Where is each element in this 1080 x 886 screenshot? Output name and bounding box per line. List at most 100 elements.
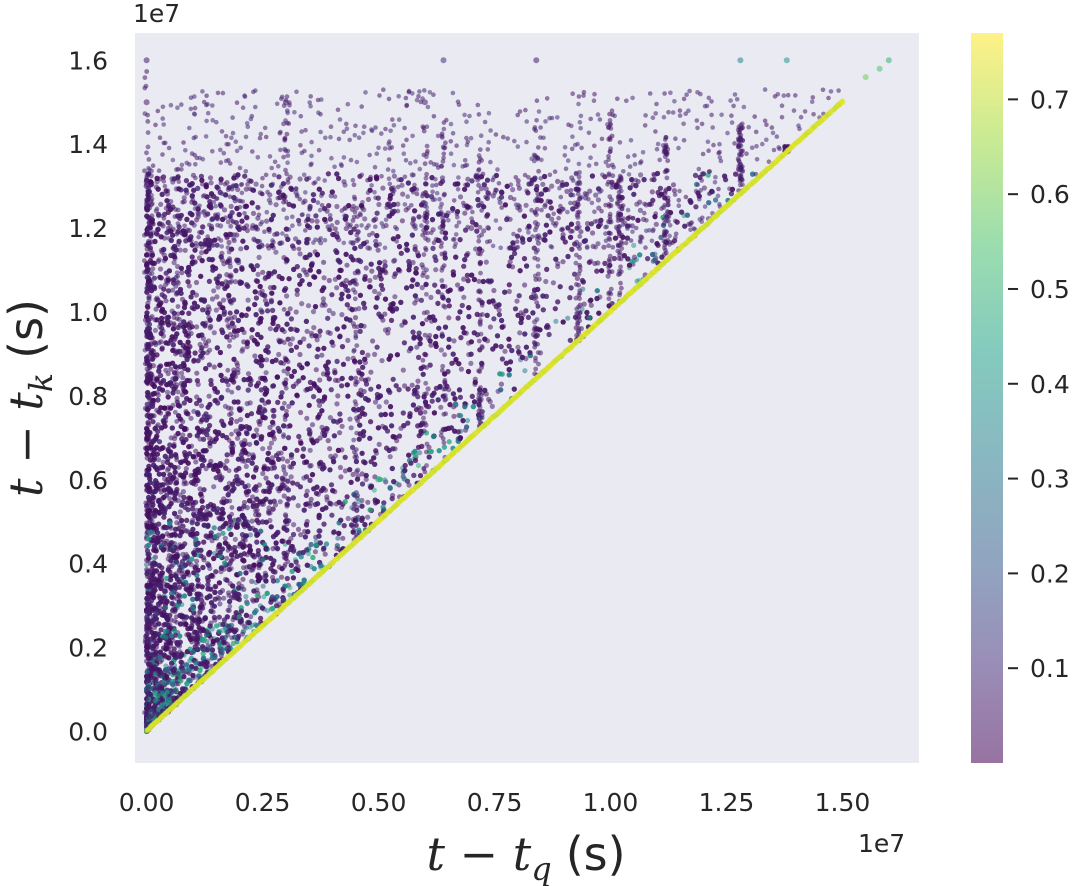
scatter-point	[550, 280, 557, 286]
scatter-point	[177, 247, 183, 253]
scatter-point	[367, 277, 373, 284]
scatter-point	[391, 173, 397, 179]
scatter-point	[596, 205, 602, 211]
scatter-point	[204, 350, 210, 356]
scatter-point	[163, 298, 169, 304]
scatter-point	[595, 260, 601, 266]
scatter-point	[451, 338, 457, 344]
scatter-point	[264, 218, 270, 224]
scatter-point	[451, 413, 457, 419]
scatter-point	[295, 526, 302, 533]
scatter-point	[308, 462, 314, 469]
scatter-point	[293, 236, 299, 242]
scatter-point	[347, 416, 353, 422]
scatter-point	[468, 360, 474, 366]
scatter-point	[446, 315, 452, 321]
scatter-point	[304, 488, 310, 494]
scatter-point	[278, 574, 285, 580]
scatter-point	[428, 294, 434, 300]
scatter-point	[291, 522, 297, 528]
scatter-point	[249, 518, 255, 524]
scatter-point	[634, 201, 640, 207]
scatter-point	[240, 576, 246, 582]
scatter-point	[152, 327, 158, 333]
scatter-point	[395, 201, 401, 207]
scatter-point	[165, 370, 171, 377]
scatter-point	[224, 458, 230, 464]
scatter-point	[232, 279, 239, 285]
scatter-point	[578, 229, 584, 235]
scatter-point	[317, 377, 323, 383]
scatter-point	[297, 351, 303, 358]
scatter-point	[299, 301, 305, 307]
scatter-point	[234, 332, 240, 338]
scatter-point	[335, 535, 341, 541]
scatter-point	[226, 324, 232, 330]
scatter-point	[409, 382, 415, 388]
scatter-point	[321, 275, 327, 281]
scatter-point	[273, 202, 279, 208]
scatter-point	[193, 459, 199, 465]
scatter-point	[465, 176, 471, 182]
scatter-point	[458, 366, 464, 372]
scatter-point	[324, 494, 330, 500]
scatter-point	[595, 241, 601, 247]
scatter-point	[369, 268, 375, 274]
scatter-point	[491, 287, 497, 294]
scatter-point	[523, 202, 529, 208]
scatter-point	[181, 400, 187, 406]
scatter-point	[243, 594, 249, 600]
scatter-point	[245, 297, 251, 303]
scatter-point	[553, 318, 559, 324]
scatter-point	[334, 219, 340, 225]
scatter-point	[319, 302, 325, 308]
scatter-point	[342, 468, 348, 474]
scatter-point	[206, 338, 212, 344]
scatter-point	[247, 441, 253, 447]
scatter-point	[153, 306, 159, 312]
scatter-point	[309, 422, 316, 428]
scatter-point	[284, 458, 291, 464]
scatter-point	[376, 201, 382, 208]
scatter-point	[211, 484, 217, 490]
scatter-point	[222, 535, 228, 541]
scatter-point	[157, 266, 164, 272]
scatter-point	[595, 197, 602, 203]
scatter-point	[345, 515, 351, 522]
scatter-point	[228, 203, 234, 209]
scatter-point	[418, 405, 424, 412]
scatter-point	[535, 240, 542, 246]
scatter-point	[481, 228, 487, 234]
scatter-point	[400, 367, 406, 373]
scatter-point	[155, 422, 161, 428]
scatter-point	[314, 337, 320, 343]
scatter-point	[549, 183, 555, 189]
scatter-point	[399, 218, 405, 224]
scatter-point	[312, 549, 318, 555]
scatter-point	[304, 415, 310, 421]
scatter-point	[515, 178, 521, 184]
scatter-points	[142, 57, 892, 735]
scatter-point	[206, 393, 212, 399]
scatter-point	[461, 276, 467, 282]
scatter-point	[195, 211, 202, 217]
scatter-point	[419, 285, 425, 291]
scatter-point	[358, 376, 364, 382]
scatter-point	[294, 291, 300, 297]
scatter-point	[507, 259, 513, 265]
scatter-point	[168, 435, 174, 441]
scatter-point	[522, 282, 528, 288]
scatter-point	[516, 185, 523, 191]
scatter-point	[385, 330, 391, 336]
scatter-point	[334, 203, 340, 210]
scatter-point	[380, 185, 386, 191]
scatter-point	[282, 471, 289, 477]
scatter-point	[375, 247, 381, 253]
scatter-point	[160, 459, 166, 465]
scatter-point	[515, 344, 521, 350]
scatter-point	[335, 393, 341, 399]
scatter-point	[314, 218, 320, 224]
scatter-point	[293, 309, 299, 315]
scatter-point	[330, 310, 336, 317]
scatter-point	[180, 375, 186, 381]
